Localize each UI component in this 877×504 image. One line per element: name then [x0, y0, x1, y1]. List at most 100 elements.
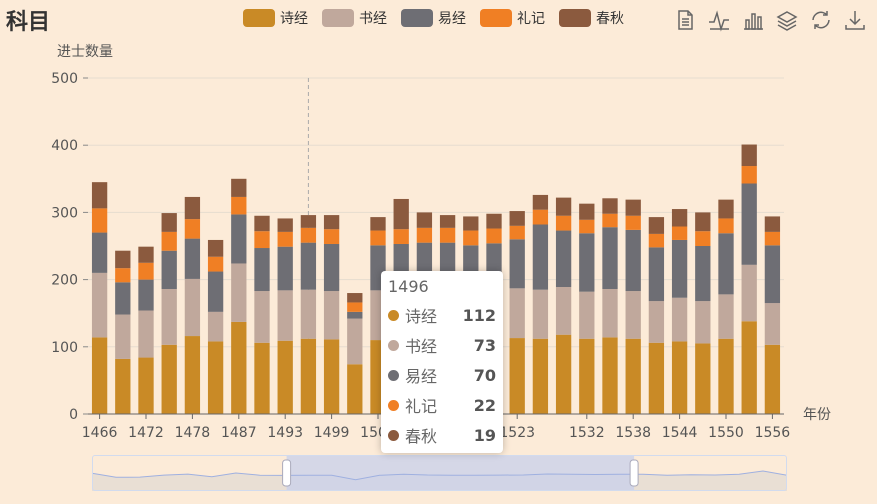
- bar-1553-春秋: [741, 144, 757, 167]
- bar-1556-诗经: [764, 344, 781, 414]
- y-tick-label-1: 100: [51, 340, 78, 356]
- bar-1487-诗经: [231, 321, 247, 414]
- bar-1502-书经: [347, 318, 363, 365]
- zoom-preview-line: [91, 470, 788, 481]
- bar-1550-春秋: [718, 199, 734, 219]
- bar-1487-易经: [231, 214, 247, 264]
- zoom-selected-range: [286, 455, 635, 491]
- bar-1556-春秋: [764, 216, 781, 232]
- bar-1487-书经: [231, 263, 247, 322]
- x-tick-label-11: 1538: [615, 425, 651, 441]
- zoom-handle-start[interactable]: [282, 459, 292, 487]
- bar-1523-春秋: [509, 211, 525, 226]
- bar-1544-诗经: [671, 341, 688, 414]
- bar-1472-易经: [138, 279, 154, 311]
- legend-swatch-3: [480, 9, 512, 27]
- bar-1496-礼记: [300, 227, 317, 243]
- bar-1490-诗经: [254, 342, 270, 414]
- bar-1502-诗经: [347, 364, 363, 414]
- download-icon[interactable]: [843, 8, 867, 32]
- bar-1544-春秋: [671, 209, 688, 227]
- bar-1550-易经: [718, 233, 734, 295]
- bar-1493-书经: [277, 290, 293, 341]
- bar-1523-诗经: [509, 338, 525, 414]
- x-tick-label-1: 1472: [128, 425, 164, 441]
- tooltip-row-3: 礼记 22: [388, 390, 496, 420]
- bar-1502-春秋: [347, 293, 363, 303]
- bar-1553-礼记: [741, 166, 757, 184]
- bar-1538-诗经: [625, 338, 641, 414]
- tooltip-row-2: 易经 70: [388, 360, 496, 390]
- bar-1490-春秋: [254, 215, 270, 232]
- legend-item-1[interactable]: 书经: [322, 8, 387, 28]
- tooltip-row-4: 春秋 19: [388, 420, 496, 450]
- bar-1541-诗经: [648, 342, 665, 414]
- bar-1538-礼记: [625, 215, 641, 230]
- bar-1466-春秋: [91, 182, 108, 209]
- bar-1496-春秋: [300, 215, 317, 228]
- x-tick-label-2: 1478: [175, 425, 211, 441]
- tooltip-dot-0: [388, 309, 399, 321]
- bar-1466-书经: [91, 272, 108, 338]
- bar-1526-礼记: [532, 209, 549, 225]
- bar-1538-书经: [625, 291, 641, 339]
- bar-1547-易经: [695, 246, 711, 302]
- tooltip-value-4: 19: [473, 425, 496, 445]
- bar-1538-春秋: [625, 199, 641, 216]
- tooltip-title: 1496: [388, 277, 429, 296]
- bar-1520-春秋: [486, 213, 502, 229]
- legend-item-2[interactable]: 易经: [401, 8, 466, 28]
- bar-1514-礼记: [439, 227, 456, 243]
- data-view-icon[interactable]: [673, 8, 697, 32]
- stack-icon[interactable]: [775, 8, 799, 32]
- bar-1469-易经: [115, 282, 131, 315]
- line-chart-icon[interactable]: [707, 8, 731, 32]
- bar-1547-春秋: [695, 212, 711, 232]
- bar-1553-易经: [741, 183, 757, 265]
- bar-1544-书经: [671, 297, 688, 342]
- x-tick-label-13: 1550: [708, 425, 744, 441]
- data-zoom-slider[interactable]: [92, 455, 787, 491]
- legend-label-4: 春秋: [596, 11, 624, 27]
- bar-1472-书经: [138, 310, 154, 358]
- bar-1481-春秋: [207, 239, 224, 257]
- y-tick-label-0: 0: [69, 407, 78, 423]
- legend-item-3[interactable]: 礼记: [480, 8, 545, 28]
- toolbox: [673, 8, 867, 32]
- bar-1475-易经: [161, 250, 177, 290]
- bar-1526-诗经: [532, 338, 549, 414]
- bar-1538-易经: [625, 229, 641, 292]
- bar-1499-春秋: [323, 215, 340, 230]
- bar-1472-礼记: [138, 262, 154, 280]
- bar-1493-易经: [277, 246, 293, 291]
- bar-1502-礼记: [347, 302, 363, 312]
- bar-1553-书经: [741, 264, 757, 322]
- tooltip: 1496 诗经 112 书经 73 易经 70 礼记 22 春秋 19: [381, 271, 503, 453]
- bar-chart-icon[interactable]: [741, 8, 765, 32]
- restore-icon[interactable]: [809, 8, 833, 32]
- bar-1532-书经: [579, 291, 595, 339]
- bar-1496-易经: [300, 242, 317, 290]
- bar-1469-诗经: [115, 358, 131, 414]
- tooltip-value-2: 70: [473, 365, 496, 385]
- bar-1517-春秋: [463, 216, 479, 231]
- bar-1487-春秋: [231, 178, 247, 197]
- bar-1526-书经: [532, 289, 549, 339]
- bar-1466-诗经: [91, 337, 108, 414]
- bar-1529-易经: [555, 230, 572, 287]
- tooltip-name-0: 诗经: [405, 307, 438, 326]
- bar-1466-易经: [91, 232, 108, 273]
- bar-1493-春秋: [277, 218, 293, 232]
- zoom-handle-end[interactable]: [629, 459, 639, 487]
- legend-item-0[interactable]: 诗经: [243, 8, 308, 28]
- x-tick-label-0: 1466: [82, 425, 118, 441]
- tooltip-dot-1: [388, 339, 399, 351]
- x-tick-label-4: 1493: [267, 425, 303, 441]
- legend-item-4[interactable]: 春秋: [559, 8, 624, 28]
- bar-1478-诗经: [184, 336, 201, 414]
- tooltip-value-0: 112: [462, 305, 496, 325]
- tooltip-value-3: 22: [473, 395, 496, 415]
- bar-1481-易经: [207, 271, 224, 312]
- bar-1529-诗经: [555, 334, 572, 414]
- bar-1541-书经: [648, 301, 665, 343]
